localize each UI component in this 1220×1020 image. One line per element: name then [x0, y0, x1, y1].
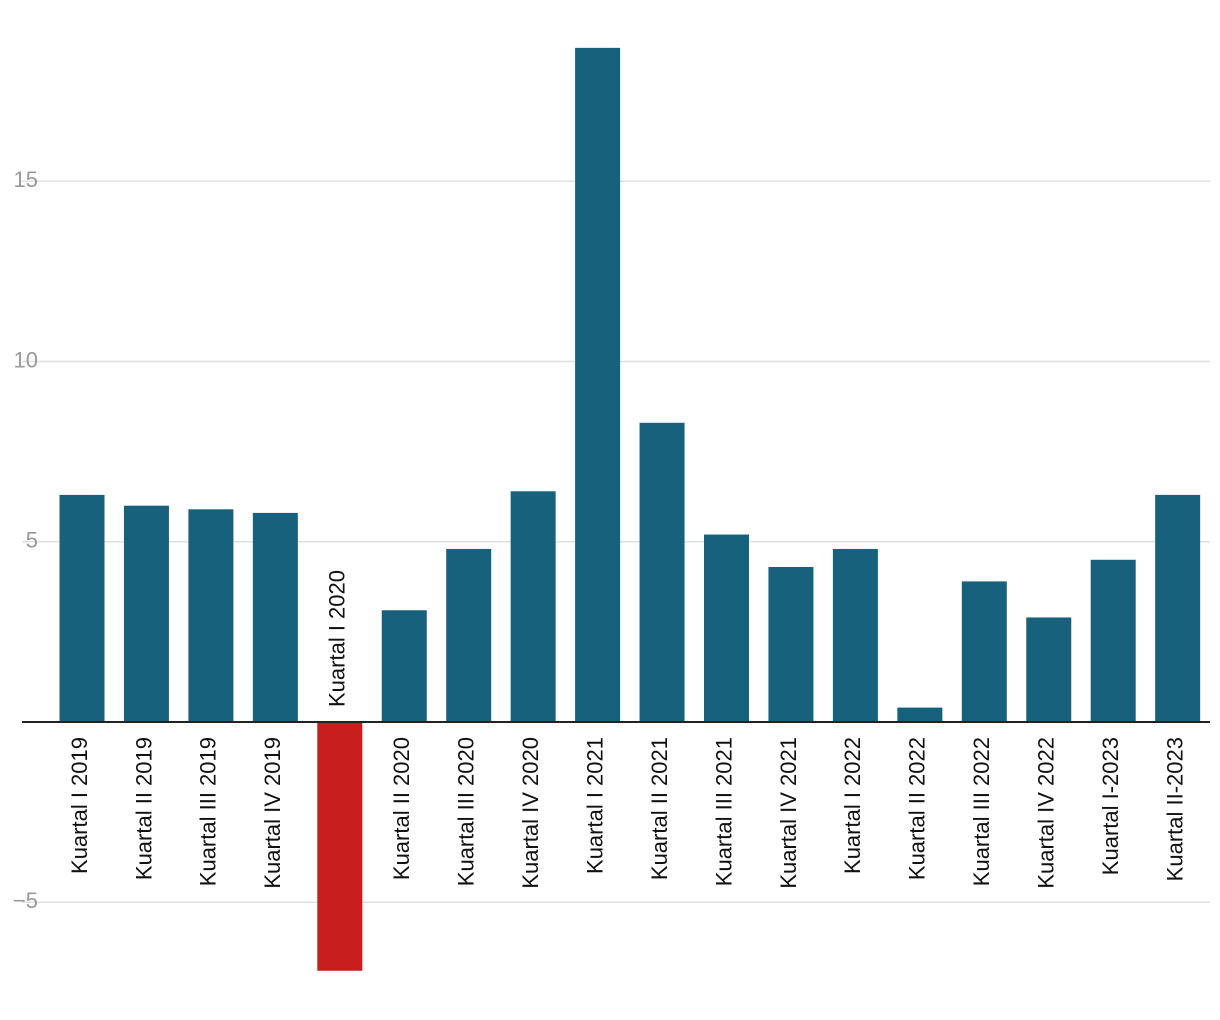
bar — [59, 494, 105, 722]
bar — [1026, 617, 1072, 722]
x-tick-label: Kuartal II 2021 — [647, 737, 672, 880]
x-tick-label: Kuartal II-2023 — [1162, 737, 1187, 881]
bar — [704, 534, 749, 722]
bar — [768, 566, 814, 722]
bar — [123, 505, 169, 722]
x-tick-label: Kuartal I 2021 — [582, 737, 607, 874]
bar — [1090, 559, 1136, 722]
bar — [897, 707, 943, 722]
x-tick-label: Kuartal IV 2019 — [260, 737, 285, 889]
x-tick-label: Kuartal I 2020 — [325, 570, 350, 707]
x-tick-label: Kuartal III 2022 — [969, 737, 994, 886]
y-tick-label: 10 — [14, 347, 38, 372]
y-tick-label: −5 — [13, 888, 38, 913]
y-tick-label: 15 — [14, 167, 38, 192]
bar-layer — [59, 47, 1201, 971]
bar — [381, 610, 427, 722]
x-tick-label: Kuartal I-2023 — [1098, 737, 1123, 875]
bar — [188, 509, 234, 722]
label-layer: Kuartal I 2019 Kuartal II 2019 Kuartal III… — [22, 570, 1210, 889]
x-tick-label: Kuartal II 2022 — [905, 737, 930, 880]
bar — [575, 47, 621, 723]
bar — [832, 548, 878, 722]
bar — [1155, 494, 1201, 722]
x-tick-label: Kuartal IV 2021 — [776, 737, 801, 889]
x-tick-label: Kuartal III 2019 — [196, 737, 221, 886]
x-tick-label: Kuartal II 2020 — [389, 737, 414, 880]
bar — [252, 512, 298, 722]
x-tick-label: Kuartal II 2019 — [131, 737, 156, 880]
x-tick-label: Kuartal IV 2022 — [1034, 737, 1059, 889]
bar — [639, 422, 685, 722]
y-tick-label: 5 — [26, 528, 38, 553]
x-tick-label: Kuartal IV 2020 — [518, 737, 543, 889]
bar — [961, 581, 1007, 722]
x-tick-label: Kuartal I 2022 — [840, 737, 865, 874]
x-tick-label: Kuartal I 2019 — [67, 737, 92, 874]
bar — [317, 722, 363, 971]
x-tick-label: Kuartal III 2020 — [454, 737, 479, 886]
x-tick-label: Kuartal III 2021 — [711, 737, 736, 886]
bar — [510, 491, 556, 722]
bar — [446, 548, 492, 722]
